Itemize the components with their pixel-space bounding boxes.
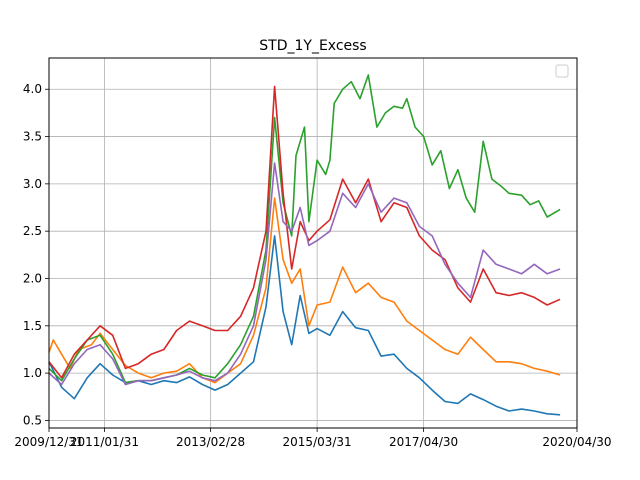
chart-title: STD_1Y_Excess bbox=[259, 38, 366, 54]
y-tick-label: 3.5 bbox=[23, 130, 42, 144]
y-tick-label: 1.0 bbox=[23, 366, 42, 380]
series-line-4 bbox=[48, 85, 561, 379]
x-tick-label: 2013/02/28 bbox=[176, 435, 245, 449]
y-tick-label: 2.5 bbox=[23, 224, 42, 238]
y-tick-label: 3.0 bbox=[23, 177, 42, 191]
y-tick-label: 4.0 bbox=[23, 82, 42, 96]
series-lines bbox=[48, 74, 561, 416]
series-line-2 bbox=[48, 197, 561, 384]
x-tick-label: 2020/04/30 bbox=[542, 435, 611, 449]
x-tick-label: 2015/03/31 bbox=[283, 435, 352, 449]
series-line-5 bbox=[48, 162, 561, 386]
y-tick-label: 0.5 bbox=[23, 413, 42, 427]
x-tick-label: 2011/01/31 bbox=[70, 435, 139, 449]
x-tick-label: 2017/04/30 bbox=[389, 435, 458, 449]
y-axis-ticks: 0.5 1.0 1.5 2.0 2.5 3.0 3.5 4.0 bbox=[23, 82, 49, 427]
y-tick-label: 1.5 bbox=[23, 319, 42, 333]
y-tick-label: 2.0 bbox=[23, 271, 42, 285]
x-tick-label: 2009/12/31 bbox=[14, 435, 83, 449]
plot-frame bbox=[48, 57, 578, 429]
legend-box bbox=[555, 64, 569, 78]
